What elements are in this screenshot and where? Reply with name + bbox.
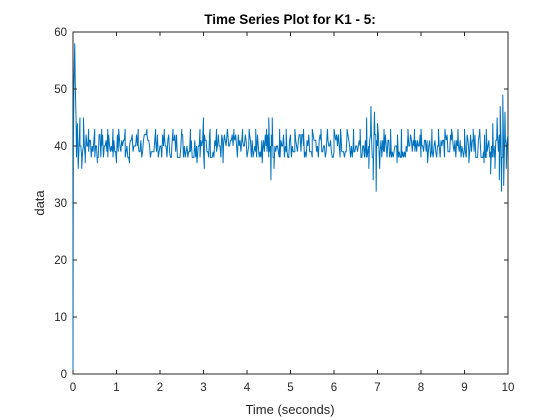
- y-tick-label: 40: [54, 141, 67, 153]
- x-tick-label: 9: [461, 382, 467, 394]
- y-tick-label: 10: [54, 312, 67, 324]
- x-tick-label: 3: [200, 382, 206, 394]
- series-line: [72, 43, 509, 375]
- y-tick-label: 30: [54, 198, 67, 210]
- y-tick-label: 60: [54, 27, 67, 39]
- x-tick-label: 6: [331, 382, 337, 394]
- x-tick-label: 5: [287, 382, 293, 394]
- series-line-group: [72, 43, 509, 375]
- y-axis-label: data: [32, 190, 47, 216]
- y-tick-label: 0: [61, 369, 67, 381]
- axis-ticks-group: 0 1 2 3 4 5 6 7 8 9 10 0 10 20 30 40 50 60: [54, 27, 514, 394]
- y-tick-label: 50: [54, 84, 67, 96]
- plot-area: [72, 31, 509, 375]
- x-axis-label: Time (seconds): [245, 402, 334, 417]
- x-tick-label: 7: [374, 382, 380, 394]
- chart-title: Time Series Plot for K1 - 5:: [204, 12, 376, 27]
- x-tick-label: 8: [418, 382, 424, 394]
- y-tick-label: 20: [54, 255, 67, 267]
- x-tick-label: 2: [157, 382, 163, 394]
- x-tick-label: 1: [113, 382, 119, 394]
- x-tick-label: 0: [70, 382, 76, 394]
- x-tick-label: 4: [244, 382, 251, 394]
- x-tick-label: 10: [502, 382, 515, 394]
